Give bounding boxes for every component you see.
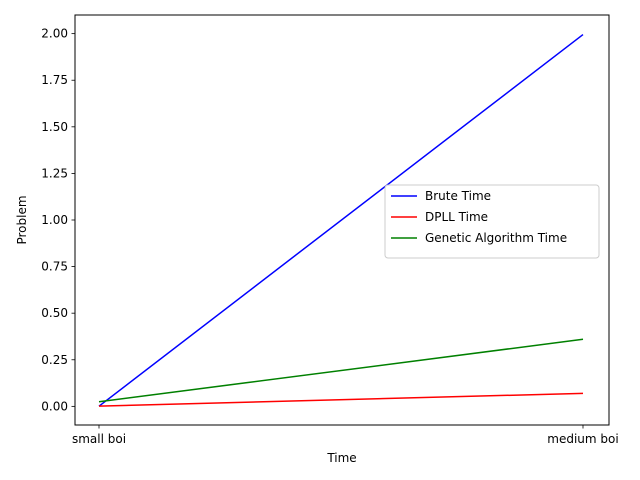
series-lines xyxy=(98,33,584,407)
y-tick-label: 0.75 xyxy=(41,260,68,274)
x-tick-label: medium boi xyxy=(547,432,618,446)
legend-entry-2: Genetic Algorithm Time xyxy=(425,231,567,245)
x-axis-label: Time xyxy=(326,451,356,465)
legend-box xyxy=(384,184,600,259)
y-tick-label: 1.50 xyxy=(41,120,68,134)
y-tick-label: 1.75 xyxy=(41,73,68,87)
y-tick-label: 0.25 xyxy=(41,353,68,367)
y-tick-label: 0.00 xyxy=(41,399,68,413)
legend-entry-1: DPLL Time xyxy=(425,210,488,224)
y-tick-label: 1.00 xyxy=(41,213,68,227)
x-tick-label: small boi xyxy=(72,432,126,446)
y-tick-label: 1.25 xyxy=(41,166,68,180)
y-tick-label: 2.00 xyxy=(41,27,68,41)
x-axis: small boi medium boi xyxy=(72,425,619,446)
legend: Brute Time DPLL Time Genetic Algorithm Tim… xyxy=(384,184,600,259)
y-tick-label: 0.50 xyxy=(41,306,68,320)
series-line-1 xyxy=(98,392,584,407)
y-axis: 0.00 0.25 0.50 0.75 1.00 1.25 1.50 1.75 2.00 xyxy=(41,27,75,413)
y-axis-label: Problem xyxy=(15,195,29,244)
legend-entry-0: Brute Time xyxy=(425,189,491,203)
series-line-2 xyxy=(98,338,584,403)
series-line-0 xyxy=(98,33,584,407)
